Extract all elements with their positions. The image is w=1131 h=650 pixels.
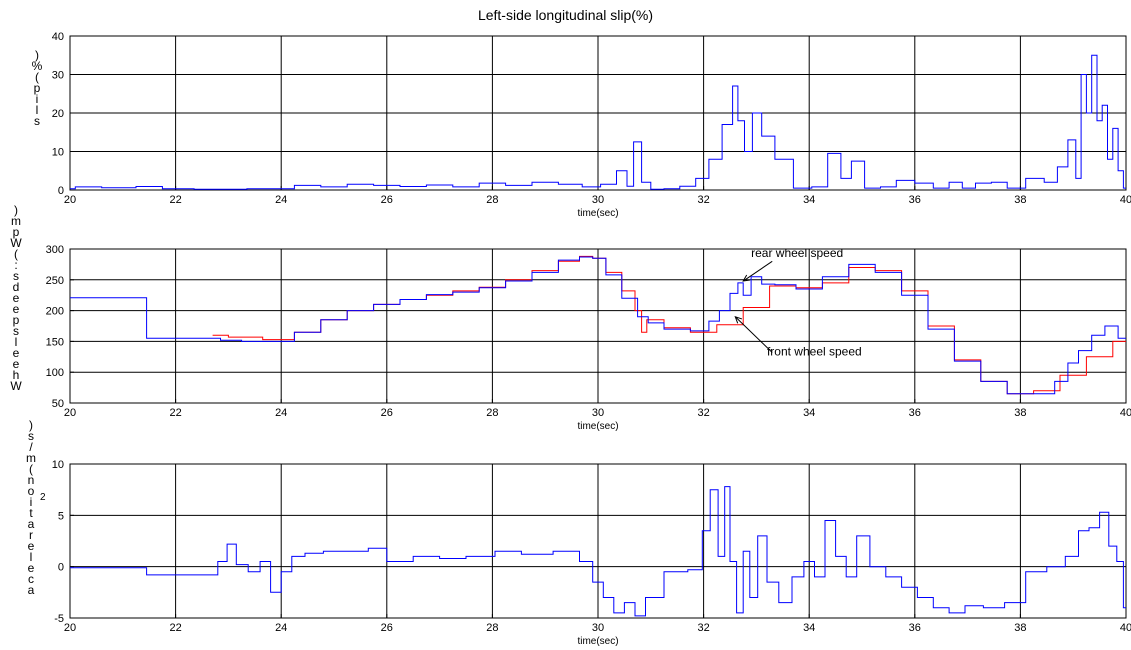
y-tick-label: 0 xyxy=(58,562,64,574)
x-tick-label: 34 xyxy=(803,194,815,206)
y-tick-label: 0 xyxy=(58,185,64,197)
y-tick-label: 10 xyxy=(52,147,64,159)
y-axis-label-middle: ) m p W ( : s d e e p s l e e h W xyxy=(10,203,22,393)
x-tick-label: 24 xyxy=(275,622,287,634)
x-tick-label: 26 xyxy=(381,622,393,634)
y-tick-label: 40 xyxy=(52,31,64,43)
x-tick-label: 30 xyxy=(592,407,604,419)
y-tick-label: 50 xyxy=(52,398,64,410)
x-tick-label: 28 xyxy=(486,622,498,634)
y-tick-label: 200 xyxy=(46,306,64,318)
x-axis-label: time(sec) xyxy=(577,636,618,647)
x-tick-label: 36 xyxy=(909,194,921,206)
arrow-head xyxy=(742,274,751,282)
y-axis-unit-superscript: 2 xyxy=(40,492,46,503)
x-tick-label: 34 xyxy=(803,622,815,634)
y-tick-label: 10 xyxy=(52,459,64,471)
y-tick-label: 20 xyxy=(52,108,64,120)
x-tick-label: 26 xyxy=(381,407,393,419)
x-tick-label: 26 xyxy=(381,194,393,206)
x-tick-label: 22 xyxy=(169,194,181,206)
y-tick-label: 100 xyxy=(46,367,64,379)
x-tick-label: 32 xyxy=(697,194,709,206)
x-tick-label: 38 xyxy=(1014,407,1026,419)
annotation-arrow xyxy=(742,260,773,282)
x-tick-label: 36 xyxy=(909,407,921,419)
x-tick-label: 38 xyxy=(1014,622,1026,634)
arrow-head xyxy=(734,315,743,324)
x-tick-label: 34 xyxy=(803,407,815,419)
x-tick-label: 40 xyxy=(1120,194,1131,206)
series-line-1 xyxy=(70,54,1126,190)
x-tick-label: 20 xyxy=(64,194,76,206)
x-tick-label: 40 xyxy=(1120,407,1131,419)
y-axis-label-top: ) % ( p i l s xyxy=(31,48,43,128)
annotation-arrow xyxy=(734,316,773,353)
y-tick-label: 5 xyxy=(58,510,64,522)
y-tick-label: 30 xyxy=(52,70,64,82)
y-axis-label-bottom: ) s / m ( n o i t a r e l e c a xyxy=(26,418,36,597)
x-tick-label: 20 xyxy=(64,622,76,634)
x-tick-label: 36 xyxy=(909,622,921,634)
x-tick-label: 38 xyxy=(1014,194,1026,206)
x-tick-label: 20 xyxy=(64,407,76,419)
x-axis-label: time(sec) xyxy=(577,421,618,432)
annotation-rear-wheel-speed: rear wheel speed xyxy=(751,246,843,260)
x-axis-label: time(sec) xyxy=(577,208,618,219)
series-line-3 xyxy=(70,486,1126,617)
y-tick-label: -5 xyxy=(54,613,64,625)
y-tick-label: 250 xyxy=(46,275,64,287)
rear-wheel-speed-line xyxy=(70,256,1126,395)
x-tick-label: 22 xyxy=(169,407,181,419)
x-tick-label: 30 xyxy=(592,194,604,206)
y-tick-label: 300 xyxy=(46,244,64,256)
x-tick-label: 40 xyxy=(1120,622,1131,634)
x-tick-label: 30 xyxy=(592,622,604,634)
x-tick-label: 32 xyxy=(697,622,709,634)
y-tick-label: 150 xyxy=(46,336,64,348)
x-tick-label: 28 xyxy=(486,194,498,206)
x-tick-label: 24 xyxy=(275,194,287,206)
x-tick-label: 32 xyxy=(697,407,709,419)
x-tick-label: 28 xyxy=(486,407,498,419)
x-tick-label: 22 xyxy=(169,622,181,634)
figure-title: Left-side longitudinal slip(%) xyxy=(477,7,654,23)
annotation-front-wheel-speed: front wheel speed xyxy=(767,345,862,359)
x-tick-label: 24 xyxy=(275,407,287,419)
